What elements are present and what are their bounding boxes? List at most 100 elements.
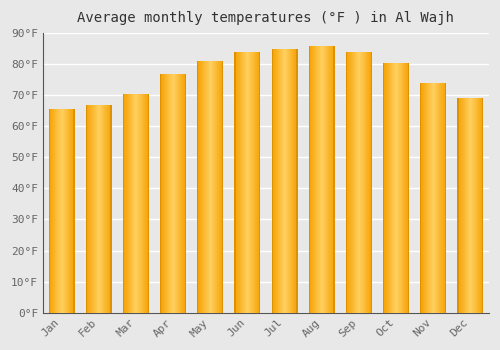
Bar [96,105,97,313]
Bar [288,49,289,313]
Bar [160,74,161,313]
Bar [134,94,135,313]
Bar [437,83,438,313]
Bar [296,49,298,313]
Bar [251,52,252,313]
Bar [178,74,179,313]
Bar [205,61,206,313]
Bar [325,46,326,313]
Bar [481,98,482,313]
Bar [138,94,139,313]
Bar [350,52,351,313]
Bar [275,49,276,313]
Bar [396,63,397,313]
Bar [408,63,409,313]
Bar [105,105,106,313]
Bar [169,74,170,313]
Bar [236,52,237,313]
Bar [326,46,327,313]
Bar [476,98,477,313]
Bar [313,46,314,313]
Bar [239,52,240,313]
Bar [435,83,436,313]
Bar [464,98,465,313]
Bar [322,46,323,313]
Bar [219,61,220,313]
Bar [482,98,483,313]
Bar [466,98,467,313]
Bar [431,83,432,313]
Bar [216,61,217,313]
Bar [213,61,214,313]
Bar [362,52,363,313]
Bar [346,52,347,313]
Bar [383,63,384,313]
Bar [62,109,63,313]
Bar [332,46,333,313]
Bar [164,74,165,313]
Bar [405,63,406,313]
Bar [425,83,426,313]
Bar [182,74,183,313]
Bar [279,49,280,313]
Bar [327,46,328,313]
Bar [407,63,408,313]
Bar [168,74,169,313]
Bar [422,83,424,313]
Bar [90,105,91,313]
Bar [163,74,164,313]
Bar [480,98,481,313]
Bar [441,83,442,313]
Bar [445,83,446,313]
Bar [353,52,354,313]
Bar [317,46,318,313]
Bar [386,63,387,313]
Bar [254,52,255,313]
Bar [144,94,145,313]
Bar [420,83,422,313]
Bar [312,46,313,313]
Bar [184,74,186,313]
Bar [295,49,296,313]
Bar [167,74,168,313]
Bar [126,94,127,313]
Bar [109,105,110,313]
Bar [51,109,52,313]
Bar [364,52,365,313]
Bar [333,46,334,313]
Bar [246,52,247,313]
Bar [257,52,258,313]
Bar [369,52,370,313]
Bar [368,52,369,313]
Bar [50,109,51,313]
Bar [110,105,112,313]
Bar [426,83,427,313]
Bar [400,63,401,313]
Bar [72,109,73,313]
Bar [308,46,309,313]
Bar [458,98,459,313]
Bar [259,52,260,313]
Bar [471,98,472,313]
Bar [277,49,278,313]
Bar [244,52,246,313]
Bar [86,105,87,313]
Bar [318,46,319,313]
Title: Average monthly temperatures (°F ) in Al Wajh: Average monthly temperatures (°F ) in Al… [78,11,454,25]
Bar [198,61,200,313]
Bar [184,74,185,313]
Bar [56,109,57,313]
Bar [273,49,274,313]
Bar [108,105,109,313]
Bar [247,52,248,313]
Bar [385,63,386,313]
Bar [255,52,256,313]
Bar [237,52,238,313]
Bar [479,98,480,313]
Bar [428,83,429,313]
Bar [185,74,186,313]
Bar [136,94,137,313]
Bar [429,83,430,313]
Bar [462,98,463,313]
Bar [420,83,421,313]
